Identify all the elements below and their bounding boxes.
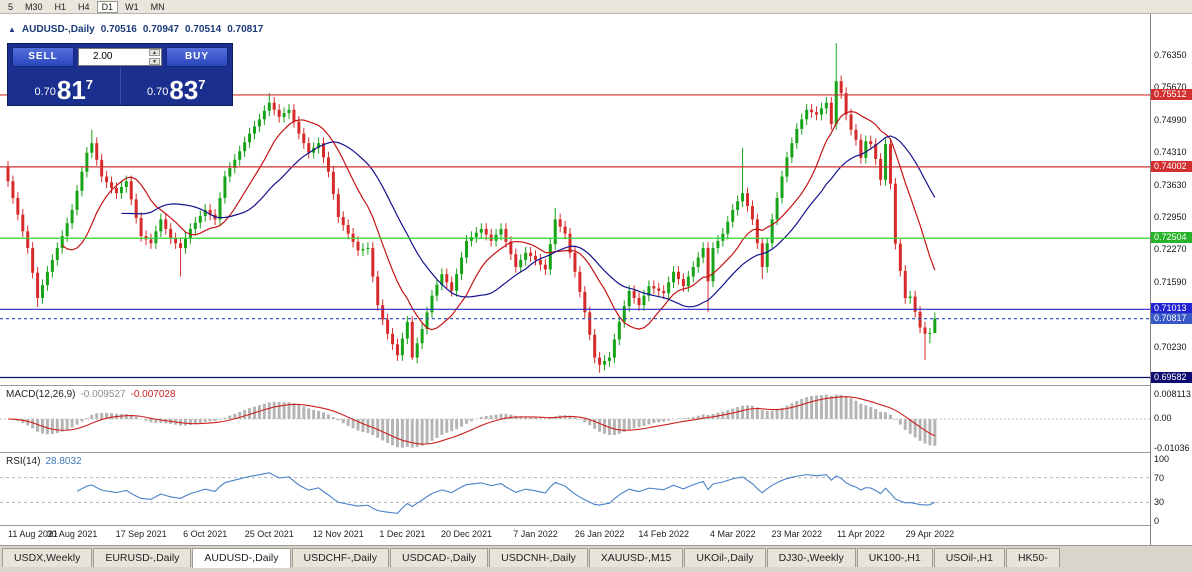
chart-tab[interactable]: HK50- <box>1005 548 1060 567</box>
chart-tab[interactable]: UK100-,H1 <box>856 548 933 567</box>
macd-label: MACD(12,26,9) -0.009527 -0.007028 <box>6 389 176 400</box>
rsi-axis-label: 30 <box>1154 497 1165 508</box>
buy-price[interactable]: 0.70 83 7 <box>119 68 233 105</box>
price-axis-label: 0.76350 <box>1154 50 1187 60</box>
period-button-h1[interactable]: H1 <box>54 1 67 12</box>
pane-resize-handle-macd[interactable] <box>0 385 1150 386</box>
one-click-trading-panel: SELL ▲ ▼ BUY 0.70 81 7 0.70 83 7 <box>7 43 233 106</box>
symbol-tab-bar: USDX,Weekly EURUSD-,Daily AUDUSD-,Daily USD… <box>0 545 1192 572</box>
price-axis-label: 0.72950 <box>1154 212 1187 222</box>
timeframe-toolbar: 5 M30 H1 H4 D1 W1 MN <box>0 0 1192 14</box>
chart-tab[interactable]: USDCAD-,Daily <box>390 548 489 567</box>
symbol-period-label: AUDUSD-,Daily <box>21 24 95 35</box>
date-label: 11 Aug 2021 <box>8 529 58 539</box>
period-button-mn[interactable]: MN <box>150 1 165 12</box>
price-line-badge: 0.74002 <box>1151 160 1192 172</box>
ohlc-header: ▲ AUDUSD-,Daily 0.70516 0.70947 0.70514 … <box>8 24 263 35</box>
date-label: 29 Apr 2022 <box>905 529 955 539</box>
current-price-badge: 0.70817 <box>1151 312 1192 324</box>
volume-up-icon[interactable]: ▲ <box>149 48 160 56</box>
rsi-title: RSI(14) <box>6 456 41 467</box>
open-value: 0.70516 <box>100 24 137 35</box>
low-value: 0.70514 <box>185 24 222 35</box>
rsi-chart-canvas[interactable] <box>0 453 1150 525</box>
panel-toggle-icon[interactable]: ▲ <box>8 25 16 34</box>
price-axis-label: 0.75670 <box>1154 82 1187 93</box>
sell-button[interactable]: SELL <box>12 46 74 67</box>
price-axis-label: 0.73630 <box>1154 179 1187 190</box>
sell-price[interactable]: 0.70 81 7 <box>8 68 120 105</box>
trade-controls-row: SELL ▲ ▼ BUY <box>8 44 232 68</box>
macd-signal-value: -0.007028 <box>130 389 176 400</box>
date-label: 26 Jan 2022 <box>574 529 625 539</box>
rsi-axis-label: 70 <box>1154 472 1165 483</box>
buy-price-big: 83 <box>169 75 199 105</box>
buy-price-sup: 7 <box>198 77 206 92</box>
price-line-badge: 0.69582 <box>1151 371 1192 383</box>
period-button-d1[interactable]: D1 <box>96 0 119 13</box>
price-chart-canvas[interactable] <box>0 14 1150 385</box>
buy-button[interactable]: BUY <box>166 46 228 67</box>
period-button-w1[interactable]: W1 <box>125 1 139 12</box>
period-button-m30[interactable]: M30 <box>25 1 43 12</box>
macd-axis-label: -0.01036 <box>1154 443 1190 454</box>
price-axis-label: 0.71590 <box>1154 276 1187 287</box>
macd-axis-label: 0.008113 <box>1154 389 1191 400</box>
sell-price-sup: 7 <box>85 77 94 92</box>
date-label: 6 Oct 2021 <box>183 529 228 539</box>
date-label: 30 Aug 2021 <box>46 529 98 539</box>
date-label: 17 Sep 2021 <box>115 529 167 539</box>
period-button-5[interactable]: 5 <box>8 1 14 12</box>
date-label: 23 Mar 2022 <box>771 529 823 539</box>
price-axis-label: 0.74990 <box>1154 114 1187 125</box>
chart-tab[interactable]: USDCNH-,Daily <box>489 548 588 567</box>
chart-tab[interactable]: USDCHF-,Daily <box>291 548 390 567</box>
chart-tab[interactable]: UKOil-,Daily <box>684 548 766 567</box>
price-line-badge: 0.71013 <box>1151 303 1192 315</box>
macd-axis-label: 0.00 <box>1154 413 1172 423</box>
price-axis-label: 0.70230 <box>1154 341 1187 352</box>
rsi-value: 28.8032 <box>45 456 82 467</box>
date-label: 20 Dec 2021 <box>440 529 493 539</box>
period-button-h4[interactable]: H4 <box>78 1 90 12</box>
macd-title: MACD(12,26,9) <box>6 389 76 400</box>
macd-main-value: -0.009527 <box>80 389 126 400</box>
chart-tab[interactable]: USDX,Weekly <box>2 548 93 567</box>
rsi-axis-label: 0 <box>1154 516 1160 526</box>
price-axis-label: 0.74310 <box>1154 147 1187 158</box>
date-label: 11 Apr 2022 <box>836 529 885 539</box>
chart-tab[interactable]: XAUUSD-,M15 <box>588 548 684 567</box>
date-label: 12 Nov 2021 <box>312 529 364 539</box>
volume-input[interactable] <box>79 50 145 63</box>
close-value: 0.70817 <box>227 24 264 35</box>
date-axis-separator <box>0 525 1150 526</box>
date-label: 1 Dec 2021 <box>379 529 426 539</box>
date-label: 14 Feb 2022 <box>638 529 689 539</box>
bid-ask-display: 0.70 81 7 0.70 83 7 <box>8 68 232 105</box>
macd-chart-canvas[interactable] <box>0 386 1150 452</box>
date-label: 4 Mar 2022 <box>709 529 756 539</box>
price-line-badge: 0.75512 <box>1151 88 1192 100</box>
price-line-badge: 0.72504 <box>1151 232 1192 244</box>
chart-tab[interactable]: AUDUSD-,Daily <box>192 548 291 568</box>
sell-price-prefix: 0.70 <box>34 86 56 98</box>
date-axis[interactable]: 11 Aug 2021 30 Aug 2021 17 Sep 2021 6 Oct 2… <box>0 525 1150 545</box>
date-label: 7 Jan 2022 <box>513 529 558 539</box>
rsi-label: RSI(14) 28.8032 <box>6 456 82 467</box>
price-axis[interactable]: 0.76350 0.75670 0.74990 0.74310 0.73630 0.729… <box>1150 14 1192 545</box>
sell-price-big: 81 <box>56 75 86 105</box>
price-axis-label: 0.72270 <box>1154 244 1187 255</box>
high-value: 0.70947 <box>142 24 180 35</box>
volume-down-icon[interactable]: ▼ <box>149 57 160 65</box>
buy-price-prefix: 0.70 <box>146 86 169 98</box>
pane-resize-handle-rsi[interactable] <box>0 452 1150 453</box>
chart-tab[interactable]: USOil-,H1 <box>933 548 1005 567</box>
date-label: 25 Oct 2021 <box>244 529 294 539</box>
chart-tab[interactable]: DJ30-,Weekly <box>766 548 856 567</box>
chart-tab[interactable]: EURUSD-,Daily <box>93 548 192 567</box>
volume-stepper[interactable]: ▲ ▼ <box>78 47 162 66</box>
rsi-axis-label: 100 <box>1154 454 1170 464</box>
